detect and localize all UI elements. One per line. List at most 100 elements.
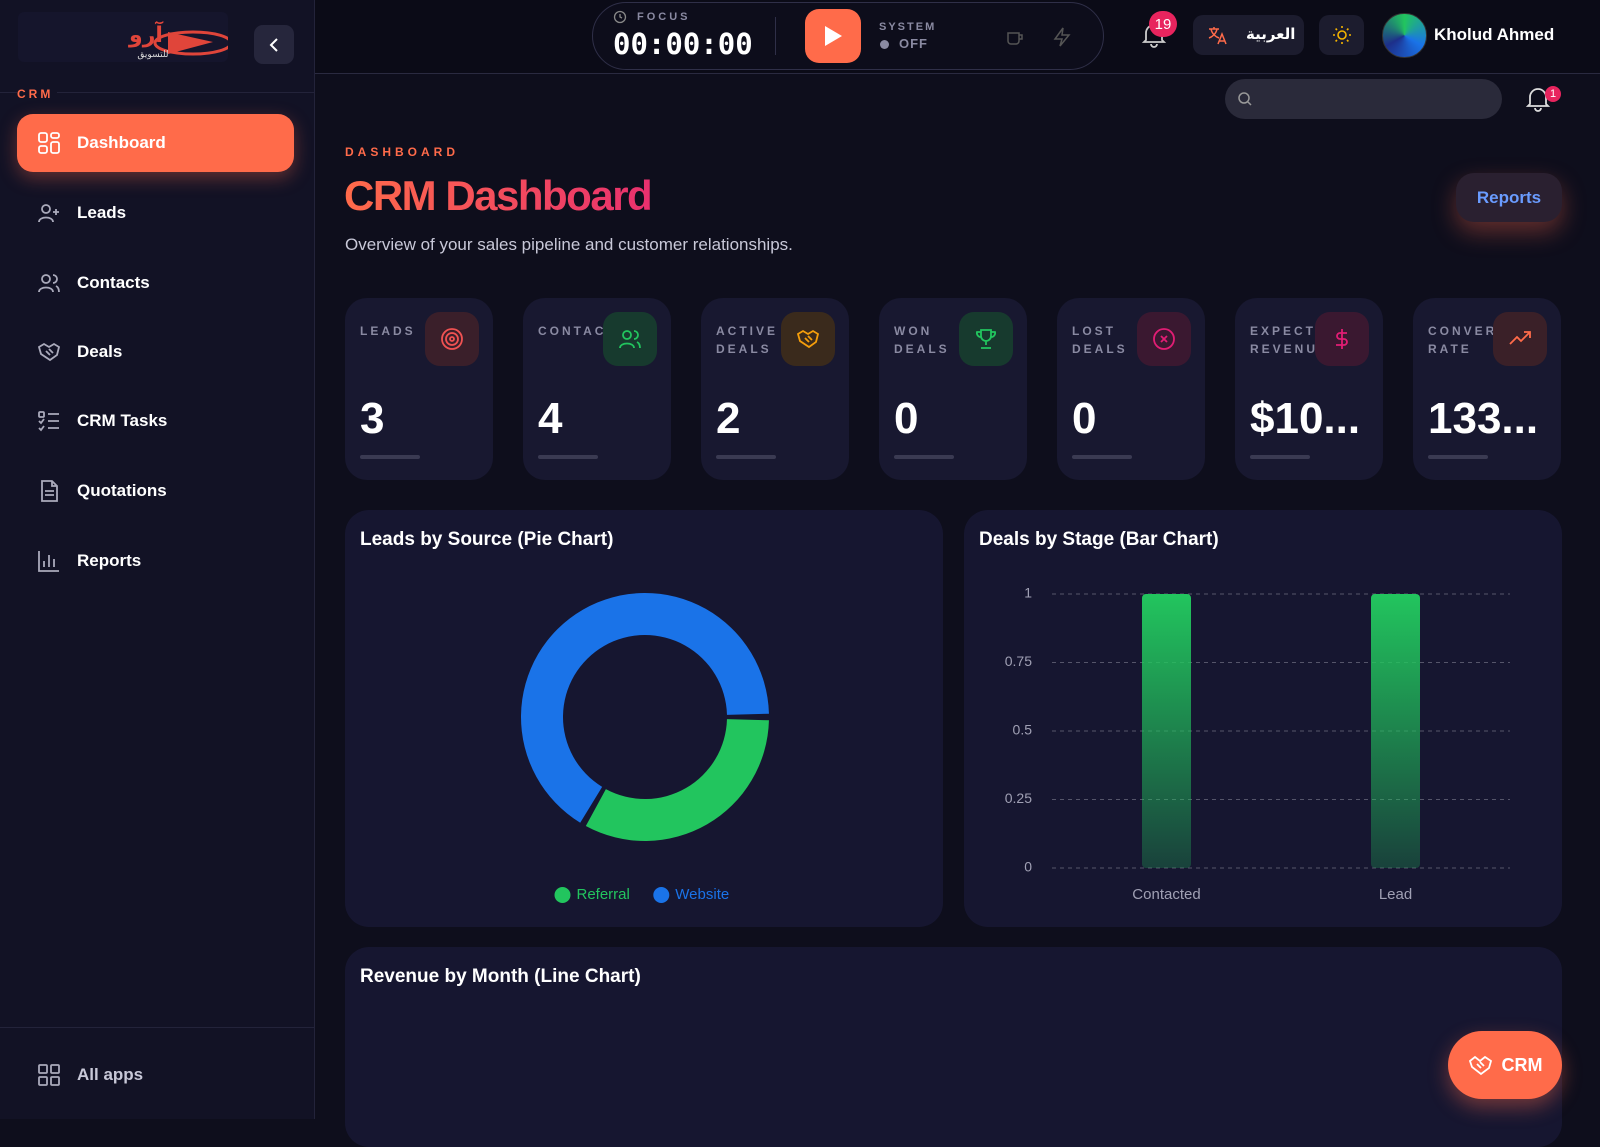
bell-icon[interactable] (1525, 86, 1551, 112)
logo-mark: آرو للتسويق (128, 20, 233, 59)
kpi-card: CONTAC 4 (523, 298, 671, 480)
all-apps[interactable]: All apps (17, 1046, 294, 1104)
apps-icon (38, 1064, 60, 1086)
kpi-label: WON DEALS (894, 324, 950, 356)
icon (1336, 329, 1348, 349)
clock-icon (613, 10, 627, 24)
kpi-underline (360, 455, 420, 459)
badge: 1 (1545, 86, 1561, 102)
nav-label: CRM Tasks (77, 411, 168, 430)
nav-label: Dashboard (77, 133, 166, 152)
nav-label: Quotations (77, 481, 167, 500)
kpi-underline (1428, 455, 1488, 459)
kpi-label: CONTAC (538, 324, 607, 338)
kpi-label: EXPECT REVENU (1250, 324, 1319, 356)
kpi-value: 0 (1072, 394, 1097, 443)
user-name[interactable]: Kholud Ahmed (1434, 25, 1555, 44)
kpi-icon (1493, 312, 1547, 366)
logo-text: آرو (128, 20, 163, 48)
nav-item[interactable]: Leads (17, 184, 294, 242)
crm-fab[interactable]: CRM (1448, 1031, 1562, 1099)
kpi-value: 0 (894, 394, 919, 443)
kpi-icon (603, 312, 657, 366)
chart-panel (345, 510, 943, 927)
page-title: CRM Dashboard (344, 172, 653, 219)
fab-icon (1468, 1055, 1492, 1076)
nav-item[interactable]: Quotations (17, 462, 294, 520)
kpi-underline (1250, 455, 1310, 459)
icon (1509, 331, 1531, 345)
icon (976, 329, 996, 349)
sidebar: آرو للتسويق CRM Dashboard Leads Contacts… (0, 0, 315, 1119)
bolt-icon[interactable] (1053, 27, 1071, 47)
kpi-underline (1072, 455, 1132, 459)
nav-label: Deals (77, 342, 123, 361)
page-subtitle: Overview of your sales pipeline and cust… (345, 235, 793, 254)
kpi-icon (781, 312, 835, 366)
kpi-icon (425, 312, 479, 366)
kpi-underline (538, 455, 598, 459)
kpi-card: CONVER RATE 133... (1413, 298, 1561, 480)
logo[interactable]: آرو للتسويق (18, 12, 233, 62)
kpi-icon (1315, 312, 1369, 366)
kpi-underline (716, 455, 776, 459)
kpi-card: WON DEALS 0 (879, 298, 1027, 480)
kpi-label: LOST DEALS (1072, 324, 1128, 356)
translate-icon (1208, 27, 1227, 45)
kpi-label: ACTIVE DEALS (716, 324, 779, 356)
kpi-card: LEADS 3 (345, 298, 493, 480)
nav-label: Leads (77, 203, 127, 222)
play-button[interactable] (805, 9, 861, 63)
kpi-value: 3 (360, 394, 385, 443)
timer: 00:00:00 (613, 27, 753, 61)
kpi-value: 2 (716, 394, 741, 443)
icon (619, 330, 641, 349)
theme-toggle[interactable] (1319, 15, 1364, 55)
nav-icon (37, 342, 61, 362)
system-label: SYSTEM (879, 21, 937, 33)
kpi-value: 4 (538, 394, 563, 443)
kpi-card: ACTIVE DEALS 2 (701, 298, 849, 480)
nav-item[interactable]: CRM Tasks (17, 392, 294, 450)
focus-widget: FOCUS 00:00:00 SYSTEM OFF (592, 2, 1104, 70)
kpi-card: LOST DEALS 0 (1057, 298, 1205, 480)
language-button[interactable]: العربية (1193, 15, 1304, 55)
icon (796, 329, 820, 349)
divider (0, 92, 314, 93)
nav-icon (41, 480, 58, 502)
nav-item[interactable]: Deals (17, 323, 294, 381)
nav-label: Contacts (77, 273, 150, 292)
collapse-button[interactable] (254, 25, 294, 64)
focus-label: FOCUS (637, 11, 691, 23)
nav-icon (38, 204, 59, 223)
kpi-value: 133... (1428, 394, 1539, 443)
nav-item[interactable]: Dashboard (17, 114, 294, 172)
kpi-label: LEADS (360, 324, 416, 338)
nav-label: All apps (77, 1065, 144, 1084)
icon (1153, 328, 1175, 350)
search-icon (1238, 92, 1252, 106)
nav-item[interactable]: Reports (17, 532, 294, 590)
chart-panel (345, 947, 1562, 1147)
chart-panel (964, 510, 1562, 927)
kpi-value: $10... (1250, 394, 1361, 443)
sun-icon (1332, 26, 1351, 44)
nav-icon (38, 274, 60, 293)
kpi-label: CONVER RATE (1428, 324, 1498, 356)
play-icon (825, 26, 842, 46)
chevron-icon (269, 37, 278, 52)
nav-icon (38, 411, 59, 432)
divider (0, 1027, 314, 1028)
search-box[interactable] (1225, 79, 1502, 119)
kpi-icon (959, 312, 1013, 366)
coffee-icon[interactable] (1006, 28, 1024, 46)
badge: 19 (1149, 11, 1177, 37)
logo-tagline: للتسويق (137, 49, 168, 59)
status-dot (880, 40, 889, 49)
nav-icon (38, 551, 59, 572)
nav-item[interactable]: Contacts (17, 254, 294, 312)
section-label: CRM (17, 87, 58, 101)
avatar[interactable] (1382, 13, 1427, 58)
reports-button[interactable]: Reports (1456, 173, 1562, 222)
